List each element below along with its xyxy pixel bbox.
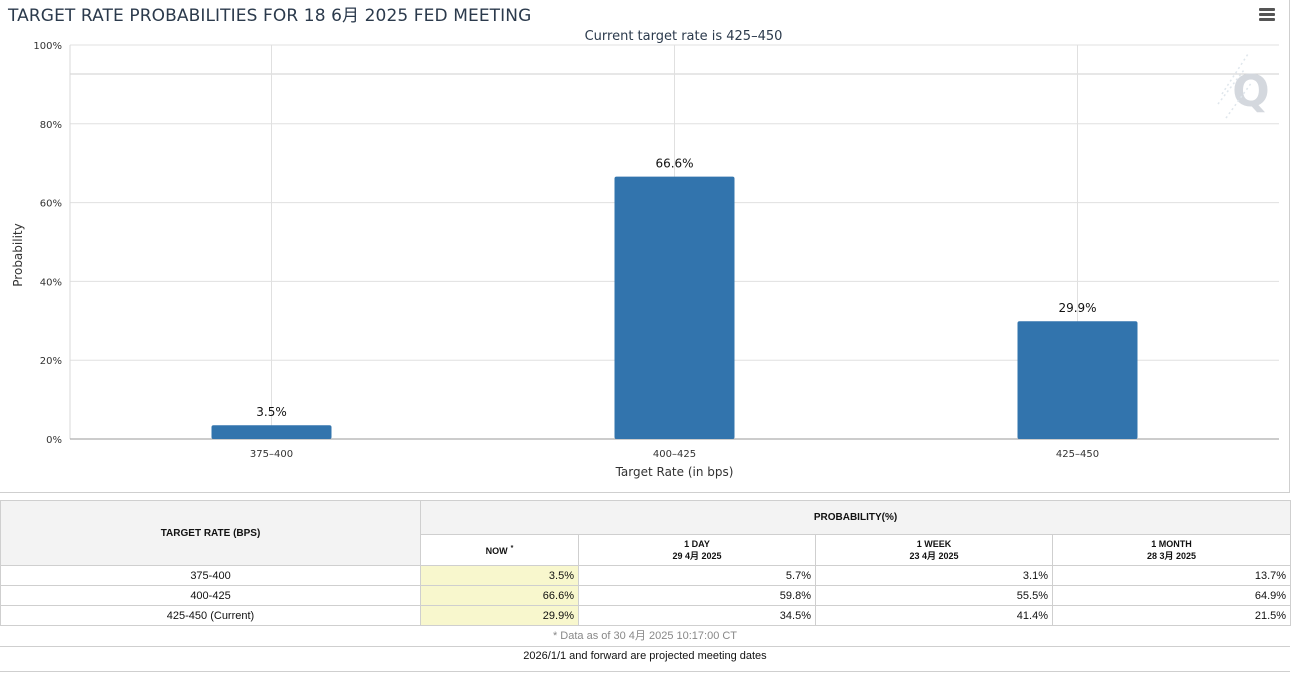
bar-value-label: 66.6% <box>655 157 693 171</box>
y-tick-label: 80% <box>40 120 62 131</box>
y-tick-label: 40% <box>40 277 62 288</box>
cell-1-week: 3.1% <box>815 565 1053 586</box>
chart-panel: TARGET RATE PROBABILITIES FOR 18 6月 2025… <box>0 0 1290 493</box>
column-header-1-week: 1 WEEK 23 4月 2025 <box>815 533 1053 567</box>
watermark-q-logo: Q <box>1232 66 1269 117</box>
column-header-now: NOW * <box>420 533 579 567</box>
y-tick-label: 60% <box>40 199 62 210</box>
table-row: 400-425 66.6% 59.8% 55.5% 64.9% <box>0 585 1292 606</box>
header-target-rate: TARGET RATE (BPS) <box>0 500 421 566</box>
header-probability: PROBABILITY(%) <box>419 500 1292 535</box>
bar-value-label: 3.5% <box>256 405 287 419</box>
cell-now: 29.9% <box>420 605 579 626</box>
x-tick-label: 375–400 <box>250 449 293 460</box>
column-header-1-day: 1 DAY 29 4月 2025 <box>578 533 816 567</box>
bar <box>211 425 332 439</box>
x-tick-label: 400–425 <box>653 449 696 460</box>
y-tick-label: 100% <box>33 41 62 52</box>
x-axis-title: Target Rate (in bps) <box>615 465 734 479</box>
cell-now: 66.6% <box>420 585 579 606</box>
column-header-1-month: 1 MONTH 28 3月 2025 <box>1051 533 1292 567</box>
projected-dates-footnote: 2026/1/1 and forward are projected meeti… <box>523 650 767 662</box>
cell-1-week: 41.4% <box>815 605 1053 626</box>
table-row: 375-400 3.5% 5.7% 3.1% 13.7% <box>0 565 1292 586</box>
table-row: 425-450 (Current) 29.9% 34.5% 41.4% 21.5… <box>0 605 1292 626</box>
cell-now: 3.5% <box>420 565 579 586</box>
row-rate: 400-425 <box>0 585 421 606</box>
bar <box>614 176 735 439</box>
y-tick-label: 0% <box>46 435 62 446</box>
hamburger-menu-icon[interactable] <box>1258 7 1276 23</box>
cell-1-day: 34.5% <box>578 605 816 626</box>
y-axis-title: Probability <box>11 223 25 286</box>
chart-title: TARGET RATE PROBABILITIES FOR 18 6月 2025… <box>8 6 532 26</box>
y-tick-label: 20% <box>40 356 62 367</box>
watermark-stroke <box>1217 69 1245 105</box>
now-asterisk: * <box>510 544 514 552</box>
row-rate: 425-450 (Current) <box>0 605 421 626</box>
probability-table: TARGET RATE (BPS) PROBABILITY(%) NOW * 1 … <box>0 500 1292 626</box>
footer-divider <box>0 671 1290 682</box>
row-rate: 375-400 <box>0 565 421 586</box>
cell-1-month: 13.7% <box>1051 565 1292 586</box>
data-as-of-note: * Data as of 30 4月 2025 10:17:00 CT <box>0 628 1290 647</box>
bar-value-label: 29.9% <box>1058 301 1096 315</box>
bar-chart: Current target rate is 425–450 0% 20% 40% 60… <box>11 29 1279 479</box>
probability-table-wrap: TARGET RATE (BPS) PROBABILITY(%) NOW * 1 … <box>0 500 1292 626</box>
cell-1-month: 21.5% <box>1051 605 1292 626</box>
cell-1-day: 59.8% <box>578 585 816 606</box>
bar <box>1017 321 1138 439</box>
cell-1-week: 55.5% <box>815 585 1053 606</box>
cell-1-month: 64.9% <box>1051 585 1292 606</box>
x-tick-label: 425–450 <box>1056 449 1099 460</box>
chart-subtitle: Current target rate is 425–450 <box>585 29 783 44</box>
cell-1-day: 5.7% <box>578 565 816 586</box>
